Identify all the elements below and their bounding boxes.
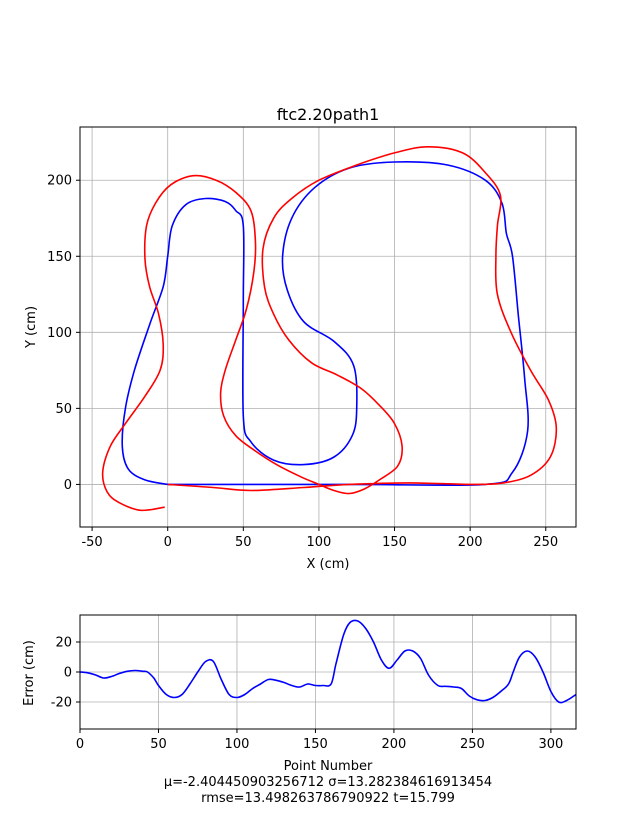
path-plot-series: [101, 146, 558, 512]
path-plot-x-tick-label: 200: [458, 535, 483, 550]
path-plot-y-tick-label: 150: [47, 250, 72, 265]
path-plot-x-tick-label: 100: [307, 535, 332, 550]
path-plot-y-tick-label: 100: [47, 326, 72, 341]
x-axis-label: X (cm): [307, 557, 350, 572]
path-plot-grid: [80, 127, 576, 527]
path-plot-x-tick-label: -50: [81, 535, 102, 550]
error-plot-y-tick-label: 0: [64, 666, 72, 681]
path-plot-y-tick-label: 0: [64, 478, 72, 493]
path-plot-series-line-1: [121, 161, 529, 487]
path-plot-frame: [79, 126, 577, 528]
error-y-axis-label: Error (cm): [22, 640, 37, 706]
error-plot-y-tick-label: -20: [51, 696, 72, 711]
error-plot-series-line-1: [80, 619, 576, 704]
error-plot-y-ticks: -20 0 20: [51, 636, 80, 711]
chart-title: ftc2.20path1: [277, 105, 380, 124]
stats-line-1: μ=-2.404450903256712 σ=13.28238461691345…: [164, 775, 492, 790]
path-plot-x-tick-label: 0: [164, 535, 172, 550]
error-plot-x-tick-label: 0: [76, 737, 84, 752]
error-x-axis-label: Point Number: [284, 759, 373, 774]
path-plot-x-tick-label: 150: [382, 535, 407, 550]
error-plot-x-tick-label: 200: [382, 737, 407, 752]
error-plot-x-tick-label: 250: [460, 737, 485, 752]
path-plot-x-tick-label: 50: [235, 535, 252, 550]
path-plot-x-ticks: -50 0 50 100 150 200 250: [81, 527, 558, 550]
path-plot-series-line-2: [101, 146, 558, 512]
error-plot-x-tick-label: 150: [303, 737, 328, 752]
error-plot-x-ticks: 0 50 100 150 200 250 300: [76, 729, 563, 752]
error-plot-x-tick-label: 300: [538, 737, 563, 752]
path-plot-y-ticks: 0 50 100 150 200: [47, 174, 80, 493]
y-axis-label: Y (cm): [24, 306, 39, 349]
stats-line-2: rmse=13.498263786790922 t=15.799: [201, 791, 455, 806]
error-plot-x-tick-label: 100: [225, 737, 250, 752]
path-plot-y-tick-label: 50: [55, 402, 72, 417]
error-plot-grid: [79, 615, 576, 729]
error-plot-series: [80, 619, 576, 704]
error-plot: 0 50 100 150 200 250 300 -20 0 20 Point Number E…: [22, 614, 577, 806]
path-plot-x-tick-label: 250: [533, 535, 558, 550]
path-plot: -50 0 50 100 150 200 250 0 50 100 150 200 ftc2.20p…: [24, 105, 577, 572]
error-plot-x-tick-label: 50: [150, 737, 167, 752]
error-plot-y-tick-label: 20: [55, 636, 72, 651]
path-plot-y-tick-label: 200: [47, 174, 72, 189]
